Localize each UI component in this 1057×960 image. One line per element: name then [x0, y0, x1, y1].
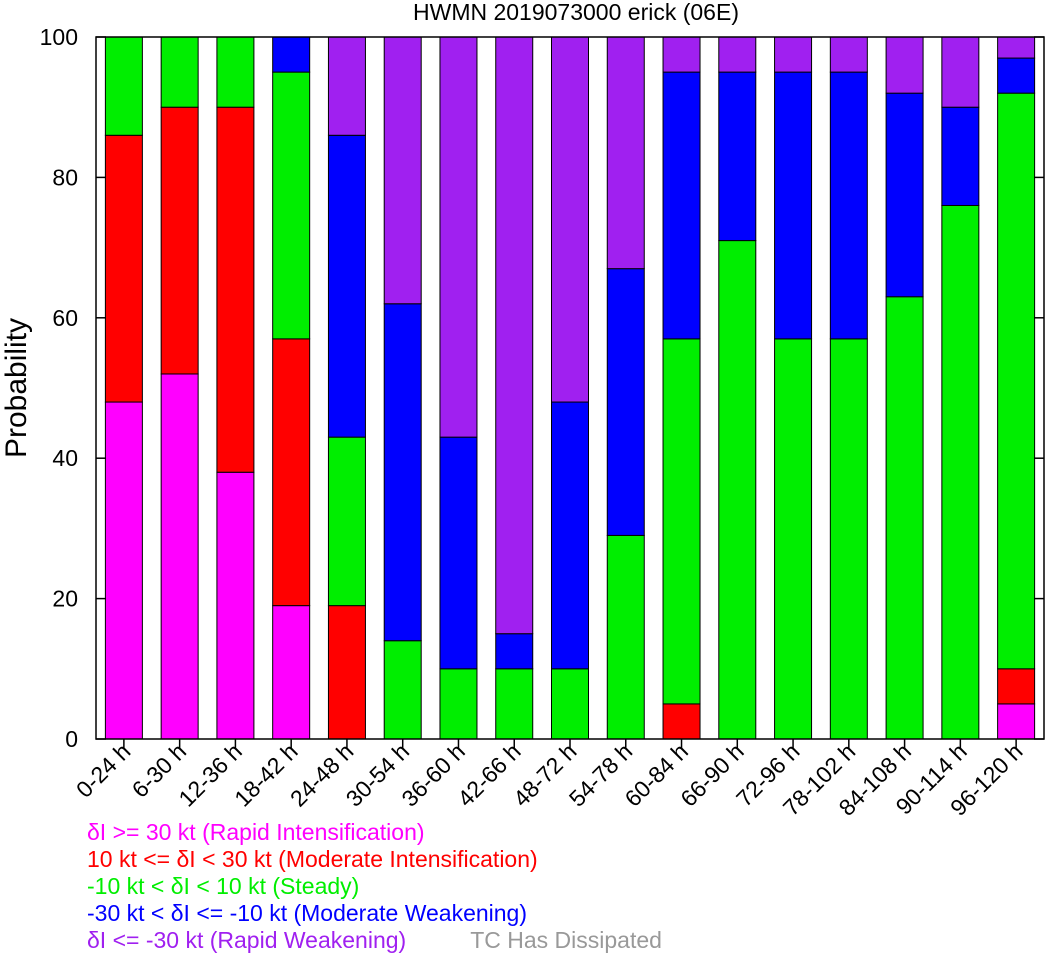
bar-segment-24-48h-s2 [327, 436, 366, 607]
y-tick-label: 20 [52, 586, 78, 612]
x-axis-ticks: 0-24 h6-30 h12-36 h18-42 h24-48 h30-54 h… [71, 738, 1028, 821]
bar-segment-24-48h-s1 [327, 605, 366, 740]
bar-segment-36-60h-s4 [439, 36, 478, 438]
bar-segment-78-102h-s4 [829, 36, 868, 73]
bar-segment-54-78h-s4 [606, 36, 645, 270]
bar-segment-60-84h-s1 [662, 703, 701, 740]
y-tick-label: 100 [40, 24, 78, 50]
bar-segment-30-54h-s4 [383, 36, 422, 305]
bar-segment-12-36h-s1 [216, 106, 255, 473]
legend-row: -10 kt < δI < 10 kt (Steady) [87, 873, 359, 900]
bar-segment-78-102h-s3 [829, 71, 868, 340]
bar-segment-96-120h-s2 [997, 92, 1036, 670]
legend-entry: 10 kt <= δI < 30 kt (Moderate Intensific… [87, 846, 538, 872]
bar-segment-24-48h-s3 [327, 134, 366, 438]
y-tick-label: 60 [52, 305, 78, 331]
bar-segment-84-108h-s4 [885, 36, 924, 94]
bar-segment-96-120h-s4 [997, 36, 1036, 59]
bar-segment-42-66h-s2 [495, 668, 534, 740]
legend-entry: -30 kt < δI <= -10 kt (Moderate Weakenin… [87, 900, 528, 926]
legend-row: -30 kt < δI <= -10 kt (Moderate Weakenin… [87, 900, 527, 927]
bar-segment-66-90h-s4 [718, 36, 757, 73]
bar-segment-24-48h-s4 [327, 36, 366, 136]
y-tick-label: 0 [65, 726, 78, 752]
y-tick-label: 80 [52, 164, 78, 190]
bar-segment-72-96h-s4 [774, 36, 813, 73]
bar-segment-96-120h-s0 [997, 703, 1036, 740]
bar-segment-6-30h-s1 [160, 106, 199, 375]
legend-row: δI >= 30 kt (Rapid Intensification) [87, 819, 425, 846]
bar-segment-60-84h-s3 [662, 71, 701, 340]
bar-segment-84-108h-s3 [885, 92, 924, 298]
bar-segment-36-60h-s3 [439, 436, 478, 670]
x-tick-label: 0-24 h [71, 738, 136, 803]
bar-segment-48-72h-s3 [551, 401, 589, 670]
bar-segment-66-90h-s3 [718, 71, 757, 242]
bar-segment-12-36h-s0 [216, 471, 255, 740]
bar-segment-30-54h-s3 [383, 303, 422, 642]
bar-segment-18-42h-s1 [272, 338, 311, 607]
legend-entry: δI >= 30 kt (Rapid Intensification) [87, 819, 425, 845]
bar-segment-0-24h-s1 [104, 134, 143, 403]
bar-segment-30-54h-s2 [383, 640, 422, 740]
y-axis-ticks: 0 20 40 60 80 100 [40, 24, 1044, 752]
legend-row: 10 kt <= δI < 30 kt (Moderate Intensific… [87, 846, 538, 873]
bar-segment-42-66h-s3 [495, 633, 534, 670]
bar-segment-78-102h-s2 [829, 338, 868, 740]
legend-entry: -10 kt < δI < 10 kt (Steady) [87, 873, 360, 899]
bar-segment-0-24h-s2 [104, 36, 143, 136]
bar-segment-90-114h-s4 [941, 36, 980, 108]
bar-segment-48-72h-s2 [551, 668, 589, 740]
bar-segment-54-78h-s3 [606, 268, 645, 536]
bar-segment-6-30h-s0 [160, 373, 199, 740]
bar-segment-90-114h-s3 [941, 106, 980, 206]
bar-segment-96-120h-s3 [997, 57, 1036, 94]
bar-segment-42-66h-s4 [495, 36, 534, 635]
bar-segment-18-42h-s2 [272, 71, 311, 340]
bar-segment-84-108h-s2 [885, 296, 924, 740]
bar-segment-72-96h-s3 [774, 71, 813, 340]
bar-segment-66-90h-s2 [718, 240, 757, 740]
bar-segment-18-42h-s0 [272, 605, 311, 740]
chart-title: HWMN 2019073000 erick (06E) [413, 0, 739, 25]
bar-segment-90-114h-s2 [941, 204, 980, 740]
bar-segment-6-30h-s2 [160, 36, 199, 108]
bar-segment-48-72h-s4 [551, 36, 589, 403]
bars-group [104, 36, 1036, 740]
bar-segment-12-36h-s2 [216, 36, 255, 108]
bar-segment-96-120h-s1 [997, 668, 1036, 705]
y-axis-label: Probability [0, 318, 33, 458]
bar-segment-18-42h-s3 [272, 36, 311, 73]
legend-entry: TC Has Dissipated [470, 927, 662, 953]
bar-segment-0-24h-s0 [104, 401, 143, 740]
legend-entry: δI <= -30 kt (Rapid Weakening) [87, 927, 407, 953]
bar-segment-60-84h-s2 [662, 338, 701, 705]
legend-row: δI <= -30 kt (Rapid Weakening) TC Has Dis… [87, 927, 662, 954]
bar-segment-36-60h-s2 [439, 668, 478, 740]
y-tick-label: 40 [52, 445, 78, 471]
bar-segment-72-96h-s2 [774, 338, 813, 740]
bar-segment-54-78h-s2 [606, 534, 645, 740]
bar-segment-60-84h-s4 [662, 36, 701, 73]
